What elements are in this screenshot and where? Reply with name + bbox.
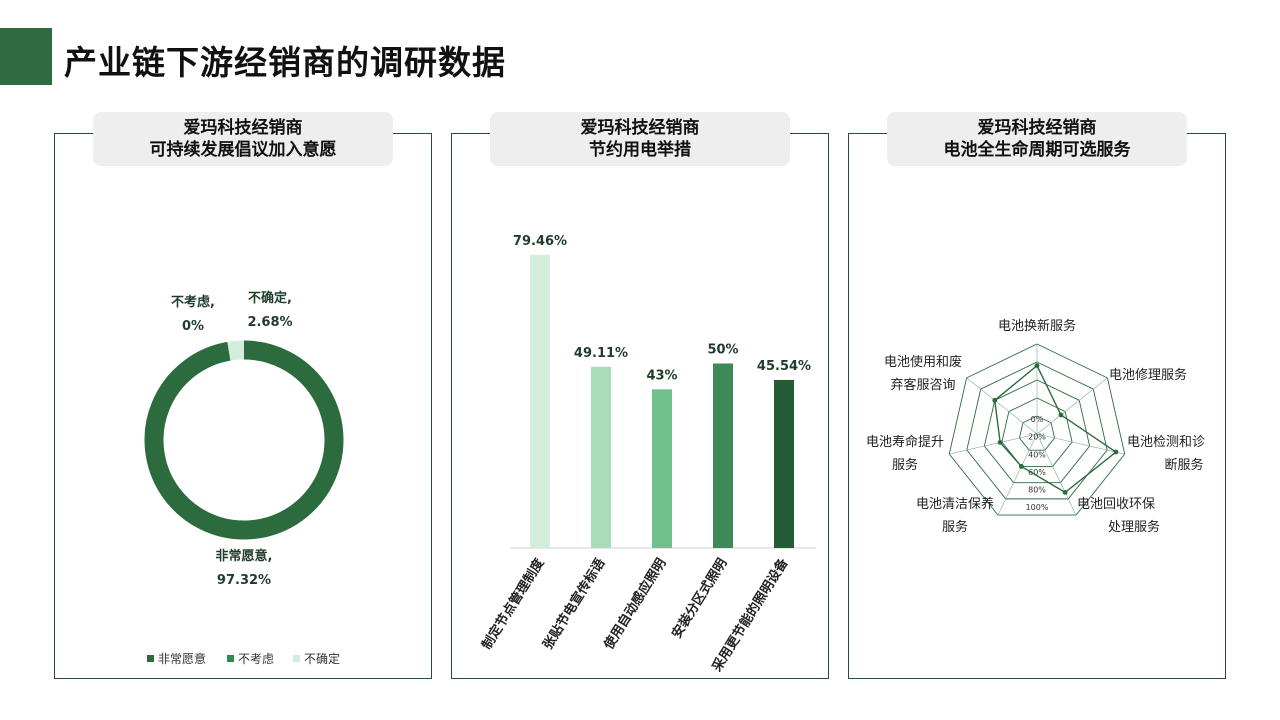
panel-donut-header: 爱玛科技经销商 可持续发展倡议加入意愿 — [93, 112, 393, 166]
radar-tick-label-3: 60% — [1028, 468, 1046, 477]
radar-axis-label-2-0: 电池检测和诊 — [1127, 435, 1205, 450]
radar-point-3 — [1062, 489, 1068, 495]
radar-spoke-4 — [997, 433, 1038, 516]
legend-swatch-2 — [293, 655, 300, 662]
legend-swatch-1 — [227, 655, 234, 662]
radar-ring-4 — [966, 361, 1108, 500]
radar-tick-label-5: 100% — [1026, 503, 1049, 512]
bar-3 — [713, 363, 733, 548]
radar-point-5 — [997, 440, 1003, 445]
bar-value-label-0: 79.46% — [513, 234, 567, 249]
bar-value-label-3: 50% — [707, 343, 738, 358]
bar-1 — [591, 366, 611, 548]
radar-axis-label-5-0: 电池寿命提升 — [866, 434, 944, 450]
donut-label-name-2: 不确定, — [248, 290, 292, 306]
bar-0 — [530, 254, 550, 548]
bar-category-label-0: 制定节点管理制度 — [479, 555, 548, 653]
legend-label-0: 非常愿意 — [158, 651, 206, 666]
radar-axis-label-3-1: 处理服务 — [1108, 519, 1160, 535]
panel-donut-header-line1: 爱玛科技经销商 — [183, 118, 303, 138]
bar-value-label-4: 45.54% — [757, 359, 811, 374]
donut-label-value-0: 97.32% — [217, 573, 271, 588]
legend-label-1: 不考虑 — [238, 652, 274, 666]
panel-radar-header-line2: 电池全生命周期可选服务 — [943, 140, 1131, 160]
radar-point-6 — [992, 397, 998, 403]
radar-tick-label-0: 0% — [1031, 415, 1044, 424]
panel-radar: 0% 20% 40% 60% 80% 100% 电池换新服务 电池修理服务 电池检测和诊 断服务电… — [848, 133, 1226, 679]
panel-bar-header-line2: 节约用电举措 — [589, 140, 691, 160]
bar-chart: 79.46% 制定节点管理制度 49.11% 张贴节电宣传标语 43% 使用自动感应照明 5… — [479, 234, 816, 675]
bar-value-label-1: 49.11% — [574, 346, 628, 361]
bar-value-label-2: 43% — [646, 368, 677, 383]
radar-spoke-6 — [966, 377, 1038, 435]
donut-label-value-2: 2.68% — [247, 315, 292, 330]
bar-category-label-2: 使用自动感应照明 — [600, 556, 669, 654]
radar-axis-label-2-1: 断服务 — [1164, 457, 1203, 473]
radar-point-2 — [1113, 449, 1119, 455]
panel-radar-header: 爱玛科技经销商 电池全生命周期可选服务 — [887, 112, 1187, 166]
radar-axis-label-3-0: 电池回收环保 — [1077, 497, 1155, 512]
radar-series-line — [994, 364, 1118, 494]
radar-axis-label-0-0: 电池换新服务 — [998, 318, 1076, 334]
radar-tick-label-4: 80% — [1028, 486, 1046, 495]
page-title: 产业链下游经销商的调研数据 — [64, 43, 506, 82]
radar-ring-2 — [1001, 397, 1073, 467]
donut-slice-2 — [227, 340, 245, 361]
radar-point-0 — [1034, 363, 1040, 368]
panel-bar-header-line1: 爱玛科技经销商 — [580, 118, 700, 138]
radar-axis-label-6-0: 电池使用和废 — [884, 354, 962, 370]
bar-category-label-3: 安装分区式照明 — [669, 556, 731, 642]
bar-2 — [652, 389, 672, 548]
radar-axis-label-4-0: 电池清洁保养 — [916, 496, 994, 512]
legend-label-2: 不确定 — [304, 651, 340, 666]
panel-donut-header-line2: 可持续发展倡议加入意愿 — [149, 140, 337, 160]
legend-swatch-0 — [147, 655, 154, 662]
radar-point-1 — [1058, 412, 1064, 418]
bar-4 — [774, 379, 794, 548]
donut-chart: 非常愿意, 97.32% 不考虑, 0% 不确定, 2.68% 非常愿意 不考虑 不确定 — [144, 290, 344, 666]
donut-label-name-1: 不考虑, — [171, 294, 215, 310]
panel-bar-header: 爱玛科技经销商 节约用电举措 — [490, 112, 790, 166]
donut-slice-0 — [144, 340, 344, 540]
donut-label-value-1: 0% — [182, 319, 204, 334]
panel-radar-header-line1: 爱玛科技经销商 — [977, 118, 1097, 138]
radar-spoke-5 — [949, 433, 1038, 455]
radar-ring-3 — [983, 379, 1091, 484]
radar-chart: 0%20%40%60%80%100%电池换新服务电池修理服务电池检测和诊断服务电… — [866, 318, 1205, 535]
radar-axis-label-1-0: 电池修理服务 — [1109, 367, 1187, 383]
donut-label-name-0: 非常愿意, — [216, 548, 273, 564]
radar-tick-label-2: 40% — [1028, 450, 1046, 459]
radar-axis-label-4-1: 服务 — [942, 519, 968, 535]
radar-spoke-3 — [1036, 433, 1077, 516]
radar-axis-label-6-1: 弃客服咨询 — [890, 377, 955, 393]
bar-category-label-1: 张贴节电宣传标语 — [540, 556, 609, 653]
radar-spoke-2 — [1036, 433, 1125, 455]
radar-point-4 — [1018, 464, 1024, 469]
panel-bar: 79.46% 制定节点管理制度 49.11% 张贴节电宣传标语 43% 使用自动感应照明 5… — [451, 133, 829, 679]
title-accent-bar — [0, 28, 52, 85]
radar-ring-1 — [1018, 415, 1056, 451]
panel-donut: 非常愿意, 97.32% 不考虑, 0% 不确定, 2.68% 非常愿意 不考虑 不确定 — [54, 133, 432, 679]
radar-tick-label-1: 20% — [1028, 433, 1046, 442]
radar-spoke-1 — [1036, 377, 1108, 435]
radar-axis-label-5-1: 服务 — [892, 457, 918, 473]
radar-ring-5 — [948, 343, 1126, 516]
